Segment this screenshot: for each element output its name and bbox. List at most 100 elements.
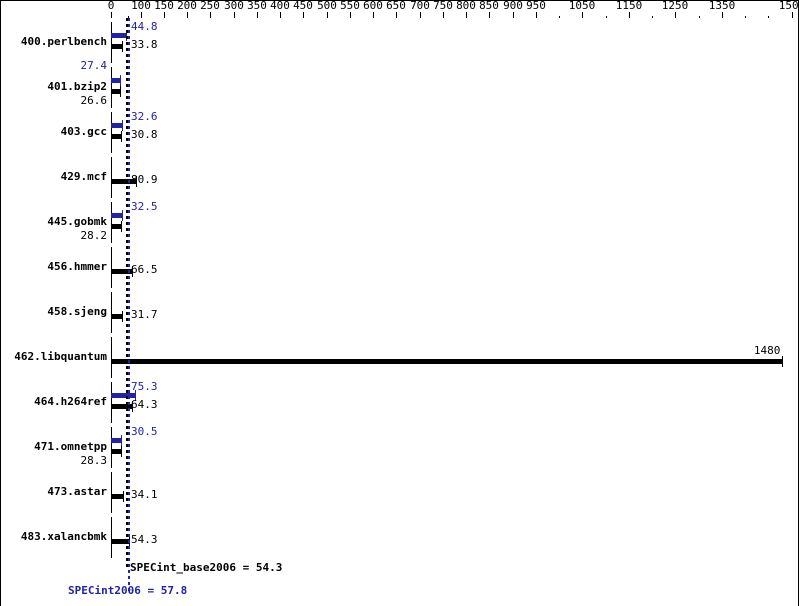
benchmark-name-label: 403.gcc — [60, 125, 107, 138]
x-axis-tick-label: 550 — [340, 0, 360, 12]
x-axis-tick-label: 450 — [293, 0, 313, 12]
base-value-label: 28.3 — [80, 454, 108, 467]
x-axis-tick-label: 150 — [154, 0, 174, 12]
benchmark-row: 471.omnetpp — [0, 425, 799, 470]
peak-bar-end-cap — [134, 390, 136, 401]
benchmark-name-label: 456.hmmer — [47, 260, 107, 273]
x-axis-tick-mark — [141, 12, 142, 18]
x-axis-tick-mark — [722, 12, 723, 18]
x-axis-tick-mark — [420, 12, 421, 18]
x-axis-minor-tick-mark — [559, 16, 560, 18]
x-axis-tick-label: 600 — [363, 0, 383, 12]
base-bar — [111, 404, 132, 409]
benchmark-row-baseline — [111, 247, 112, 288]
base-bar-end-cap — [122, 491, 124, 502]
benchmark-name-label: 458.sjeng — [47, 305, 107, 318]
base-bar — [111, 269, 133, 274]
x-axis-tick-label: 350 — [247, 0, 267, 12]
benchmark-name-label: 445.gobmk — [47, 215, 107, 228]
benchmark-row-baseline — [111, 382, 112, 423]
x-axis-tick-label: 400 — [270, 0, 290, 12]
x-axis-tick-mark — [396, 12, 397, 18]
x-axis-tick-label: 750 — [433, 0, 453, 12]
base-value-label: 33.8 — [131, 38, 158, 51]
x-axis-tick-mark — [792, 12, 793, 18]
benchmark-row-baseline — [111, 337, 112, 378]
base-bar-end-cap — [120, 221, 122, 232]
x-axis-tick-mark — [280, 12, 281, 18]
benchmark-row: 458.sjeng — [0, 290, 799, 335]
base-value-label: 26.6 — [80, 94, 108, 107]
benchmark-name-label: 471.omnetpp — [34, 440, 107, 453]
benchmark-row: 456.hmmer — [0, 245, 799, 290]
benchmark-row-baseline — [111, 427, 112, 468]
x-axis-minor-tick-mark — [128, 16, 129, 18]
benchmark-name-label: 464.h264ref — [34, 395, 107, 408]
x-axis-tick-mark — [675, 12, 676, 18]
benchmark-row-baseline — [111, 67, 112, 108]
benchmark-row-baseline — [111, 112, 112, 153]
base-mean-dotted-line — [126, 18, 128, 570]
benchmark-row-baseline — [111, 22, 112, 63]
x-axis-tick-mark — [210, 12, 211, 18]
benchmark-name-label: 400.perlbench — [20, 35, 107, 48]
base-value-label: 54.3 — [131, 533, 158, 546]
x-axis-tick-labels: 0 100 150 200 250 300 350 400 450 500 550 600 650 700… — [0, 0, 799, 12]
benchmark-row: 445.gobmk — [0, 200, 799, 245]
x-axis-tick-mark — [187, 12, 188, 18]
benchmark-row-baseline — [111, 202, 112, 243]
peak-bar-end-cap — [122, 210, 124, 221]
benchmark-row: 400.perlbench — [0, 20, 799, 65]
benchmark-row: 429.mcf — [0, 155, 799, 200]
x-axis-tick-label: 1350 — [708, 0, 736, 12]
x-axis-tick-label: 200 — [177, 0, 197, 12]
chart-frame-left-border — [0, 0, 1, 606]
base-bar-end-cap — [122, 41, 124, 52]
base-bar-end-cap — [131, 401, 133, 412]
x-axis-tick-mark — [536, 12, 537, 18]
peak-bar-end-cap — [120, 75, 122, 86]
peak-bar — [111, 123, 123, 128]
peak-value-label: 75.3 — [131, 380, 158, 393]
peak-bar — [111, 438, 122, 443]
benchmark-row: 403.gcc — [0, 110, 799, 155]
benchmark-row: 483.xalancbmk — [0, 515, 799, 560]
base-bar — [111, 44, 123, 49]
base-bar-end-cap — [782, 356, 784, 367]
peak-bar-end-cap — [122, 120, 124, 131]
x-axis-tick-label: 850 — [479, 0, 499, 12]
peak-bar-end-cap — [121, 435, 123, 446]
base-bar — [111, 494, 123, 499]
base-value-label: 31.7 — [131, 308, 158, 321]
benchmark-row-baseline — [111, 292, 112, 333]
base-value-label: 1480 — [753, 344, 781, 357]
benchmark-row: 401.bzip2 — [0, 65, 799, 110]
x-axis-minor-tick-mark — [606, 16, 607, 18]
x-axis-tick-label: 700 — [410, 0, 430, 12]
x-axis-tick-label: 650 — [386, 0, 406, 12]
x-axis-minor-tick-mark — [699, 16, 700, 18]
x-axis-tick-label: 950 — [526, 0, 546, 12]
base-value-label: 80.9 — [131, 173, 158, 186]
peak-bar — [111, 78, 121, 83]
benchmark-name-label: 462.libquantum — [14, 350, 107, 363]
base-bar — [111, 314, 122, 319]
x-axis-tick-label: 100 — [131, 0, 151, 12]
x-axis-minor-tick-mark — [768, 16, 769, 18]
base-value-label: 28.2 — [80, 229, 108, 242]
x-axis-tick-label: 1150 — [615, 0, 643, 12]
x-axis-tick-label: 500 — [317, 0, 337, 12]
x-axis-tick-label: 800 — [456, 0, 476, 12]
x-axis-tick-mark — [234, 12, 235, 18]
benchmark-row-baseline — [111, 472, 112, 513]
base-bar — [111, 134, 122, 139]
x-axis-tick-mark — [257, 12, 258, 18]
peak-value-label: 32.5 — [131, 200, 158, 213]
peak-bar — [111, 393, 135, 398]
x-axis-tick-mark — [443, 12, 444, 18]
peak-value-label: 32.6 — [131, 110, 158, 123]
base-bar-end-cap — [120, 86, 122, 97]
x-axis-minor-tick-mark — [745, 16, 746, 18]
benchmark-row: 464.h264ref — [0, 380, 799, 425]
